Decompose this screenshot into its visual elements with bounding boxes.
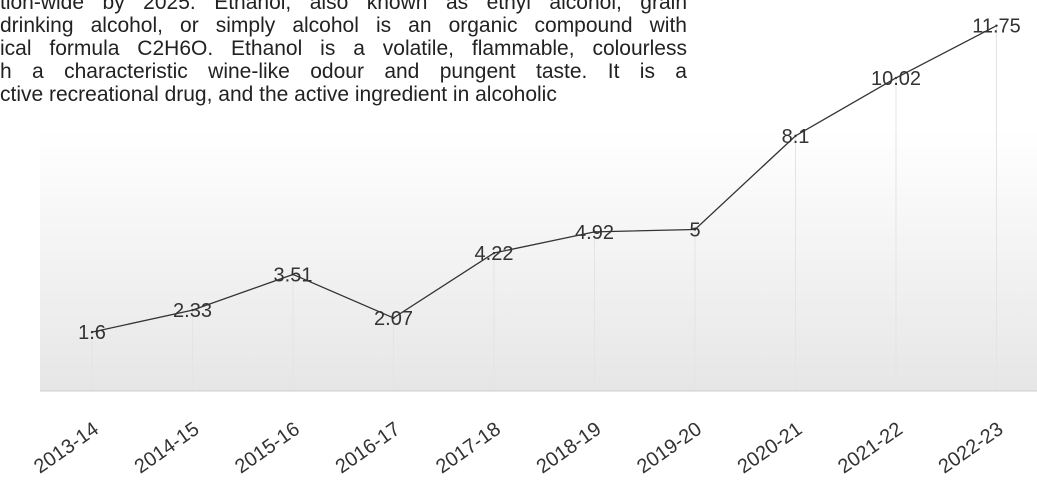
article-line: ical formula C2H6O. Ethanol is a volatil… (0, 37, 687, 60)
data-label: 10.02 (871, 68, 921, 90)
x-tick-label: 2013-14 (30, 418, 103, 478)
data-label: 2.07 (374, 308, 413, 330)
article-line: ctive recreational drug, and the active … (0, 83, 557, 106)
data-point (593, 230, 596, 234)
data-point (392, 316, 395, 320)
data-point (291, 273, 295, 276)
data-point (794, 134, 797, 138)
data-point (90, 330, 94, 334)
data-label: 2.33 (173, 300, 212, 322)
data-label: 4.22 (475, 243, 514, 265)
data-label: 4.92 (575, 222, 614, 244)
article-line: tion-wide by 2025. Ethanol, also known a… (0, 0, 687, 14)
x-tick-label-layer: 2013-14 2014-15 2015-16 2016-17 2017-18 2018-… (30, 418, 1007, 478)
data-label: 8.1 (782, 126, 810, 148)
data-label: 11.75 (972, 16, 1021, 38)
x-tick-label: 2020-21 (734, 418, 807, 478)
data-label: 3.51 (274, 264, 313, 286)
x-tick-label: 2016-17 (332, 418, 405, 478)
series-line (91, 25, 997, 333)
plot-area (40, 130, 1037, 391)
data-point (191, 308, 194, 312)
x-tick-label: 2021-22 (834, 418, 907, 478)
series-layer (90, 24, 998, 334)
x-tick-label: 2017-18 (432, 418, 505, 478)
x-tick-label: 2019-20 (633, 418, 706, 478)
data-point (492, 251, 496, 255)
data-label: 5 (689, 219, 700, 241)
data-point (894, 76, 898, 80)
x-tick-label: 2022-23 (935, 418, 1008, 478)
article-text: tion-wide by 2025. Ethanol, also known a… (0, 0, 687, 106)
data-label-layer: 1.6 2.33 3.51 2.07 4.22 4.92 5 8.1 10.02 11.75 (78, 16, 1021, 344)
data-label: 1.6 (78, 322, 106, 344)
x-tick-label: 2015-16 (231, 418, 304, 478)
x-tick-label: 2018-19 (533, 418, 606, 478)
article-line: drinking alcohol, or simply alcohol is a… (0, 14, 687, 37)
grid-layer (40, 25, 1037, 392)
data-point (693, 228, 697, 231)
x-tick-label: 2014-15 (131, 418, 204, 478)
data-point (995, 24, 998, 27)
article-line: h a characteristic wine-like odour and p… (0, 60, 687, 83)
